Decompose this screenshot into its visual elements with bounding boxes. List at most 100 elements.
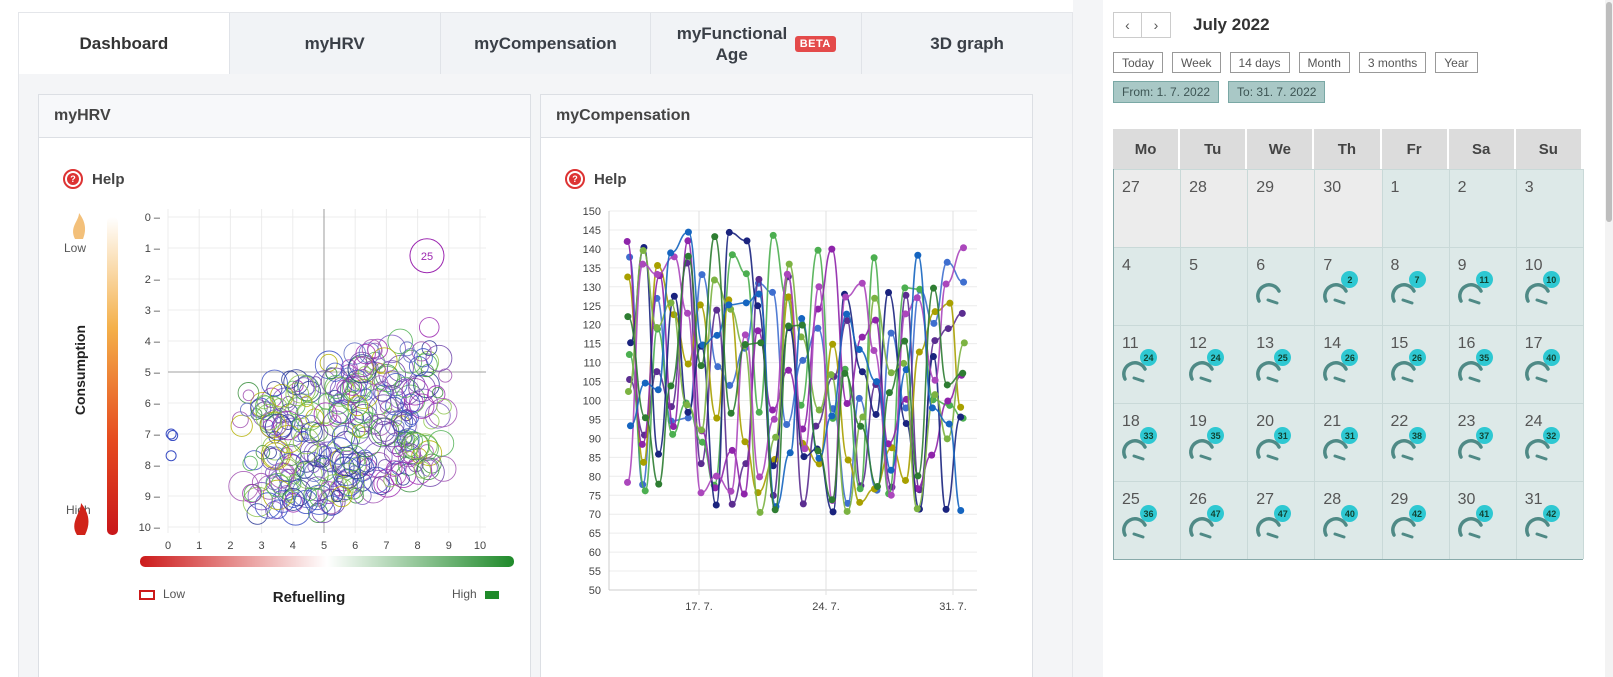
day-cell[interactable]: 28 [1181, 169, 1249, 247]
tab-myfunctional-age[interactable]: myFunctional Age BETA [651, 13, 863, 74]
help-link[interactable]: ? Help [63, 169, 125, 189]
y-tick-label: 85 [589, 452, 601, 464]
scrollbar[interactable] [1605, 0, 1613, 677]
data-point [785, 293, 793, 301]
bubble [409, 238, 445, 274]
day-cell[interactable]: 3 [1516, 169, 1584, 247]
range-button-month[interactable]: Month [1298, 52, 1350, 73]
data-point [900, 359, 908, 367]
data-point [931, 308, 939, 316]
bubble [305, 408, 325, 428]
day-cell[interactable]: 11 24 [1114, 325, 1182, 403]
data-point [801, 445, 809, 453]
day-cell[interactable]: 30 41 [1449, 481, 1517, 559]
day-cell[interactable]: 24 32 [1516, 403, 1584, 481]
tab-myhrv[interactable]: myHRV [229, 13, 441, 74]
day-cell[interactable]: 31 42 [1516, 481, 1584, 559]
scrollbar-thumb[interactable] [1606, 2, 1612, 222]
day-cell[interactable]: 21 31 [1315, 403, 1383, 481]
data-point [640, 458, 648, 466]
prev-month-button[interactable]: ‹ [1113, 12, 1142, 38]
day-cell[interactable]: 12 24 [1181, 325, 1249, 403]
day-cell[interactable]: 16 35 [1449, 325, 1517, 403]
data-point [684, 408, 692, 416]
data-point [684, 228, 692, 236]
day-cell[interactable]: 2 [1449, 169, 1517, 247]
day-cell[interactable]: 27 [1114, 169, 1182, 247]
bubble [413, 461, 432, 479]
weekday-mo: Mo [1113, 129, 1181, 169]
tab-dashboard[interactable]: Dashboard [19, 13, 230, 74]
day-cell[interactable]: 18 33 [1114, 403, 1182, 481]
flame-low-icon [73, 213, 86, 239]
day-cell[interactable]: 15 26 [1382, 325, 1450, 403]
day-cell[interactable]: 14 26 [1315, 325, 1383, 403]
day-cell[interactable]: 22 38 [1382, 403, 1450, 481]
day-cell[interactable]: 28 40 [1315, 481, 1383, 559]
bubble [293, 489, 319, 514]
day-cell[interactable]: 10 10 [1516, 247, 1584, 325]
day-cell[interactable]: 1 [1382, 169, 1450, 247]
gauge-icon [1457, 515, 1485, 543]
range-button-3-months[interactable]: 3 months [1358, 52, 1427, 73]
data-point [855, 394, 863, 402]
day-cell[interactable]: 19 35 [1181, 403, 1249, 481]
tab-mycompensation[interactable]: myCompensation [440, 13, 652, 74]
bubble [339, 444, 367, 472]
x-tick-label: 17. 7. [685, 601, 713, 613]
day-cell[interactable]: 29 42 [1382, 481, 1450, 559]
x-tick-label: 9 [446, 540, 452, 552]
day-cell[interactable]: 23 37 [1449, 403, 1517, 481]
day-cell[interactable]: 25 36 [1114, 481, 1182, 559]
data-point [696, 301, 704, 309]
data-point [901, 284, 909, 292]
day-number: 11 [1122, 335, 1139, 352]
day-cell[interactable]: 27 47 [1248, 481, 1316, 559]
from-date-button[interactable]: From: 1. 7. 2022 [1113, 81, 1220, 103]
day-cell[interactable]: 4 [1114, 247, 1182, 325]
data-point [872, 410, 880, 418]
y-tick-label: 105 [583, 377, 601, 389]
range-button-today[interactable]: Today [1113, 52, 1164, 73]
range-button-14-days[interactable]: 14 days [1229, 52, 1290, 73]
help-link[interactable]: ? Help [565, 169, 627, 189]
bubble [242, 389, 255, 402]
y-tick-label: 0 – [145, 212, 161, 224]
data-point [712, 472, 720, 480]
hrv-bubble-chart[interactable]: Low High Consumption 0 – 1 – 2 – 3 – 4 – 5 – 6… [39, 205, 530, 675]
day-cell[interactable]: 13 25 [1248, 325, 1316, 403]
data-point [902, 419, 910, 427]
day-cell[interactable]: 17 40 [1516, 325, 1584, 403]
day-cell[interactable]: 29 [1248, 169, 1316, 247]
data-point [799, 500, 807, 508]
compensation-line-chart[interactable]: 150 145 140 135 130 125 120 115 110 105 100 95 90 85 8… [541, 205, 1032, 675]
y-tick-label: 135 [583, 263, 601, 275]
to-date-button[interactable]: To: 31. 7. 2022 [1228, 81, 1326, 103]
x-tick-label: 2 [227, 540, 233, 552]
bubble [240, 402, 254, 417]
day-cell[interactable]: 20 31 [1248, 403, 1316, 481]
day-number: 19 [1189, 413, 1207, 430]
day-grid: 27 28 29 30 1 2 3 4 5 6 7 2 8 7 9 11 10 10 11 24 12 24 13 25 14 2… [1113, 169, 1584, 560]
day-cell[interactable]: 6 [1248, 247, 1316, 325]
bubble [254, 492, 282, 519]
bubble [384, 372, 408, 397]
data-point [902, 310, 910, 318]
day-cell[interactable]: 26 47 [1181, 481, 1249, 559]
day-cell[interactable]: 5 [1181, 247, 1249, 325]
bubble [298, 380, 322, 403]
next-month-button[interactable]: › [1142, 12, 1171, 38]
day-cell[interactable]: 30 [1315, 169, 1383, 247]
range-button-week[interactable]: Week [1172, 52, 1221, 73]
range-button-year[interactable]: Year [1435, 52, 1478, 73]
day-cell[interactable]: 9 11 [1449, 247, 1517, 325]
count-badge: 42 [1542, 505, 1560, 522]
bubble [265, 466, 277, 479]
count-badge: 33 [1140, 427, 1157, 444]
tab-3d-graph[interactable]: 3D graph [862, 13, 1072, 74]
bubble [367, 417, 398, 448]
data-point [755, 408, 763, 416]
bubble [400, 409, 413, 422]
